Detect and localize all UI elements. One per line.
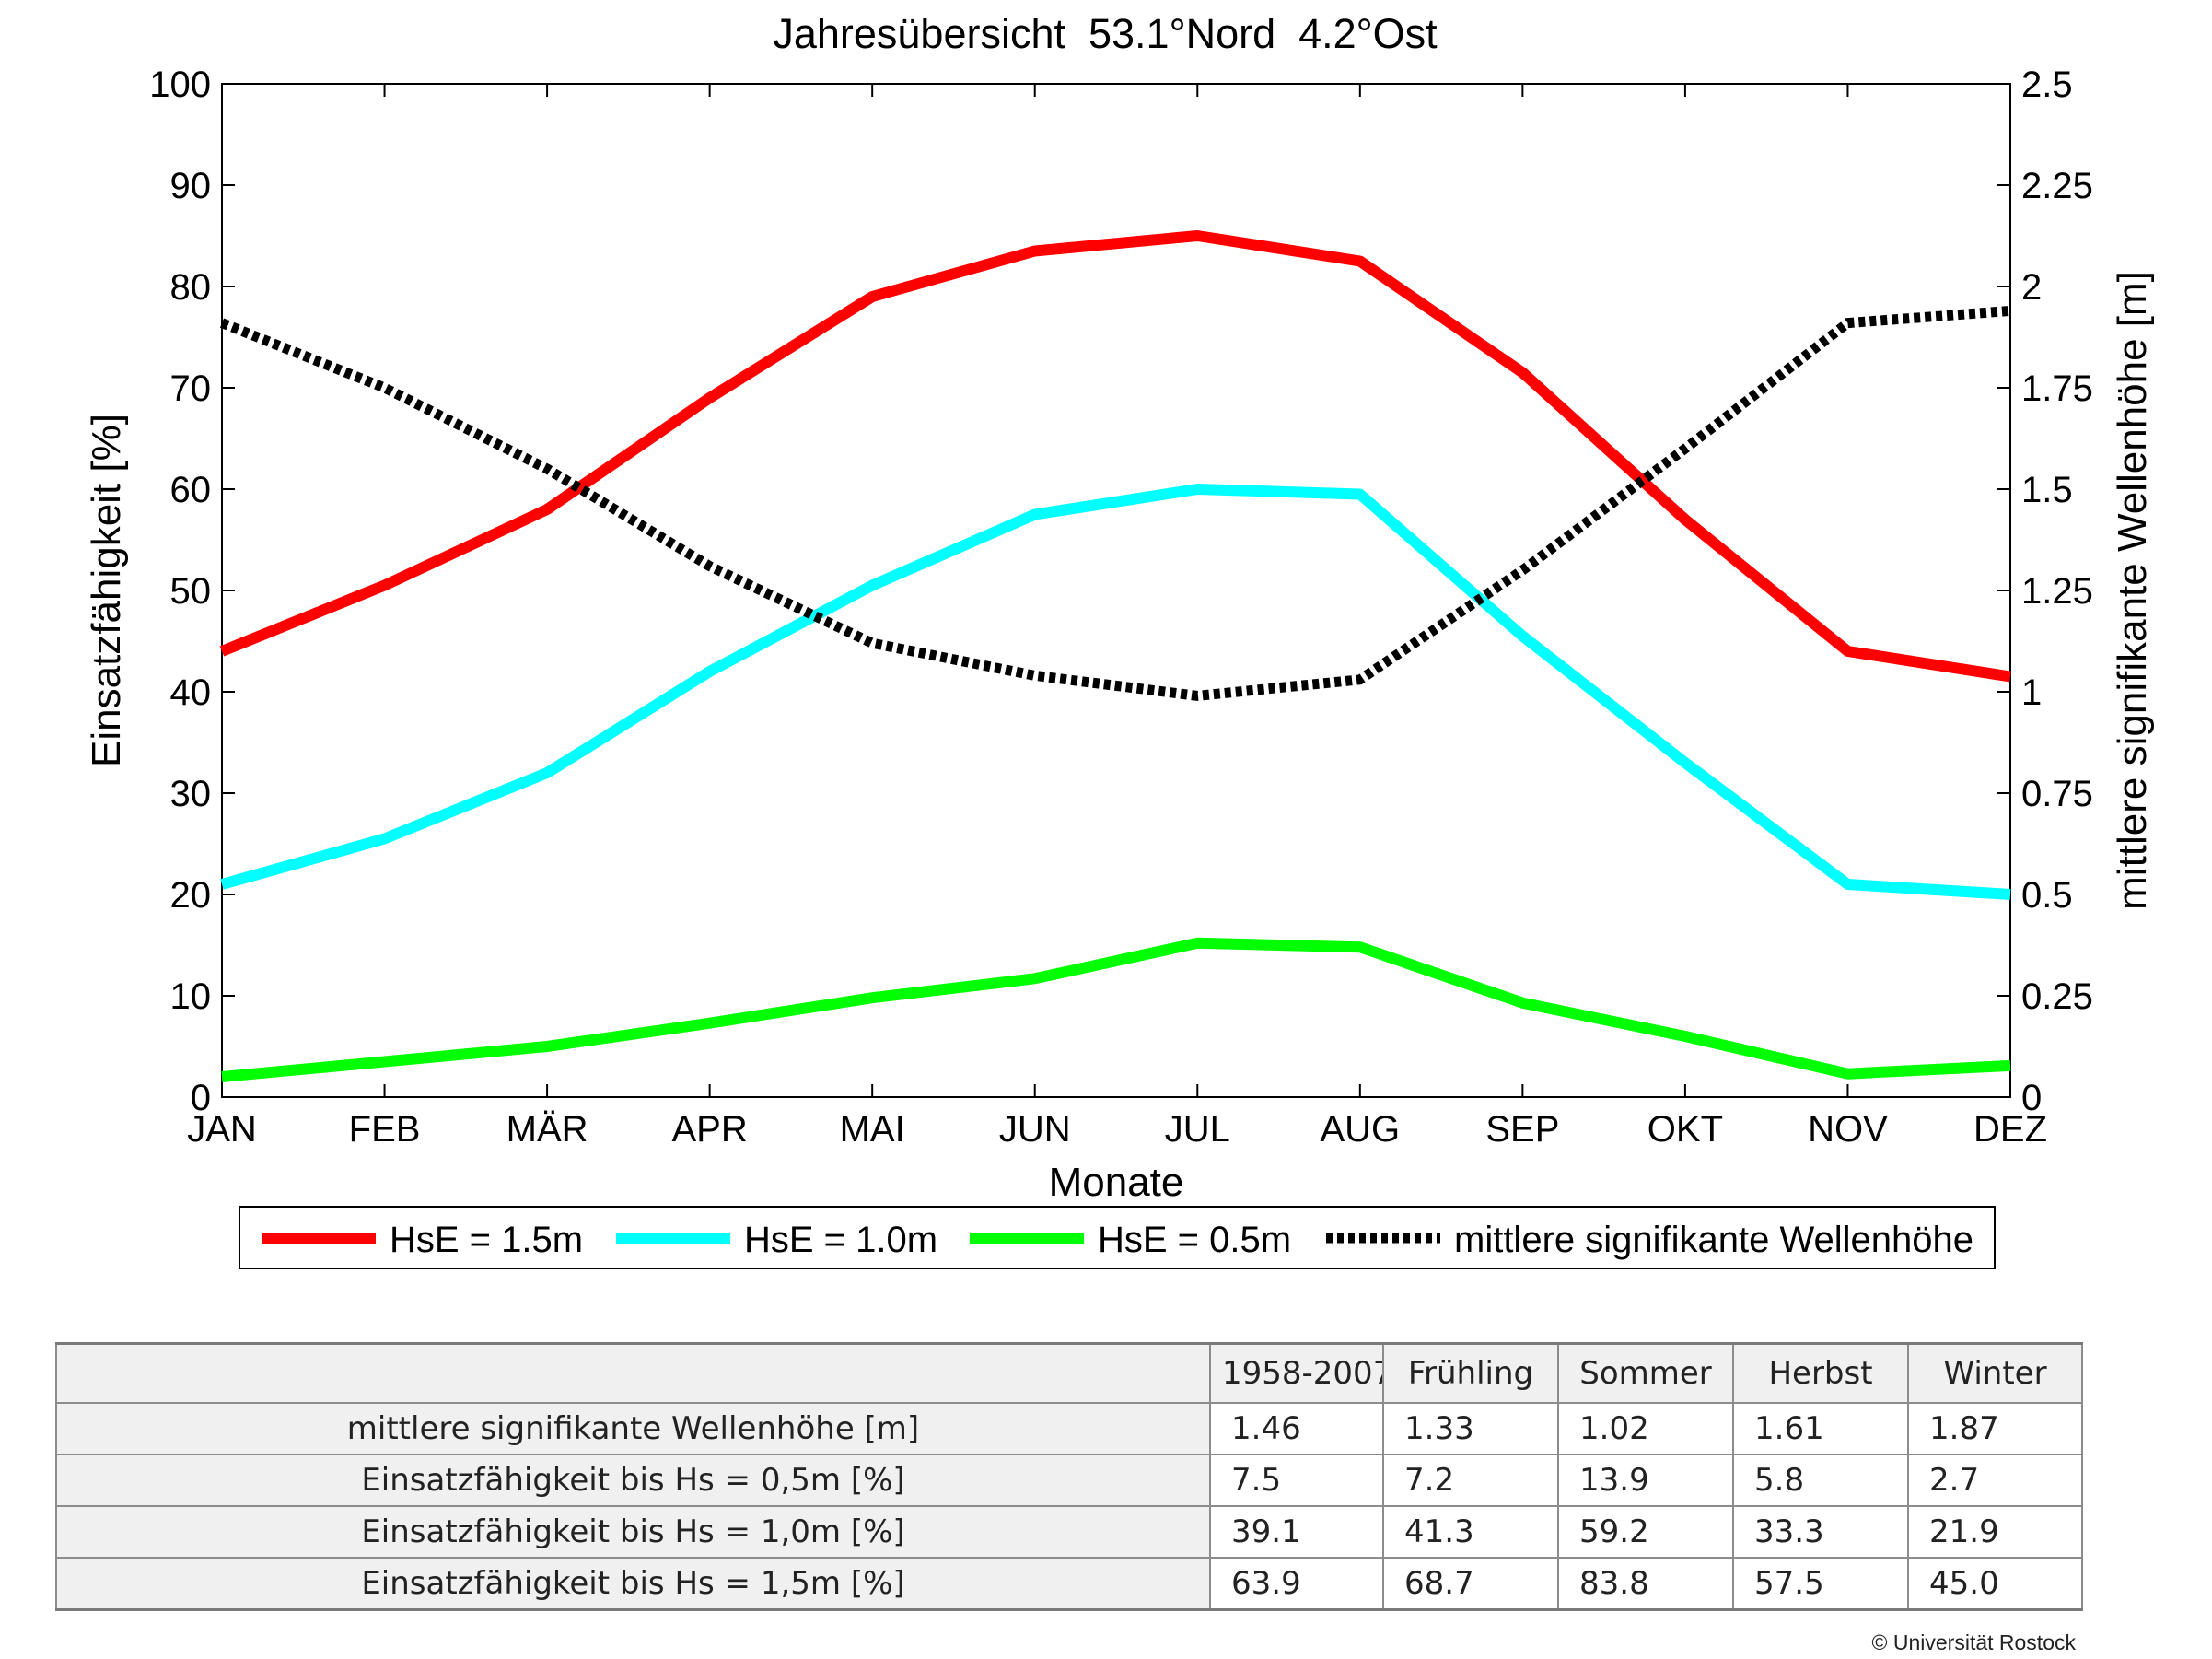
plot-area xyxy=(221,83,2011,1098)
table-row: mittlere signifikante Wellenhöhe [m] 1.4… xyxy=(55,1402,2083,1455)
x-tick-label: NOV xyxy=(1808,1109,1888,1150)
statistics-table-container: 1958-2007 Frühling Sommer Herbst Winter … xyxy=(55,1342,2083,1611)
right-tick-label: 2 xyxy=(2021,267,2042,308)
table-cell: 57.5 xyxy=(1732,1557,1909,1611)
column-header[interactable]: 1958-2007 xyxy=(1209,1342,1384,1404)
x-tick-label: JAN xyxy=(187,1109,257,1150)
legend-label: HsE = 1.5m xyxy=(390,1220,583,1260)
table-cell: 39.1 xyxy=(1209,1505,1384,1559)
table-cell: 1.87 xyxy=(1907,1402,2083,1455)
left-tick-label: 10 xyxy=(170,976,212,1017)
legend-label: mittlere signifikante Wellenhöhe xyxy=(1454,1220,1973,1260)
right-tick-label: 1.25 xyxy=(2021,571,2093,612)
left-tick-label: 40 xyxy=(170,672,212,713)
left-tick-label: 0 xyxy=(191,1078,211,1118)
left-tick-label: 50 xyxy=(170,571,212,612)
right-tick-label: 0.75 xyxy=(2021,774,2093,814)
right-tick-label: 0 xyxy=(2021,1078,2042,1118)
legend-box xyxy=(239,1206,1996,1269)
right-axis-tick-labels: 0 0.25 0.5 0.75 1 1.25 1.5 1.75 2 2.25 2.5 xyxy=(2021,64,2093,1118)
chart-title: Jahresübersicht 53.1°Nord 4.2°Ost xyxy=(773,10,1438,57)
left-tick-label: 60 xyxy=(170,470,212,510)
x-tick-label: MÄR xyxy=(506,1109,588,1150)
statistics-table: 1958-2007 Frühling Sommer Herbst Winter … xyxy=(55,1342,2083,1611)
left-axis-label: Einsatzfähigkeit [%] xyxy=(84,414,129,767)
right-tick-label: 0.5 xyxy=(2021,875,2073,916)
table-cell: 7.2 xyxy=(1382,1454,1559,1507)
x-tick-label: MAI xyxy=(840,1109,905,1150)
left-tick-label: 100 xyxy=(149,64,211,105)
table-cell: 1.33 xyxy=(1382,1402,1559,1455)
table-cell: 33.3 xyxy=(1732,1505,1909,1559)
table-row: Einsatzfähigkeit bis Hs = 0,5m [%] 7.5 7… xyxy=(55,1454,2083,1507)
right-tick-label: 1.5 xyxy=(2021,470,2073,510)
table-cell: 2.7 xyxy=(1907,1454,2083,1507)
chart: Jahresübersicht 53.1°Nord 4.2°Ost 010203… xyxy=(84,10,2155,1269)
table-cell: 83.8 xyxy=(1557,1557,1734,1611)
x-axis-label: Monate xyxy=(1049,1160,1184,1205)
x-tick-label: FEB xyxy=(349,1109,421,1150)
column-header[interactable]: Sommer xyxy=(1557,1342,1734,1404)
series-line xyxy=(220,484,2011,900)
left-tick-label: 70 xyxy=(170,368,212,409)
x-tick-label: JUL xyxy=(1165,1109,1230,1150)
column-header[interactable]: Winter xyxy=(1907,1342,2083,1404)
left-tick-label: 80 xyxy=(170,267,212,308)
table-cell: 13.9 xyxy=(1557,1454,1734,1507)
x-axis-tick-labels: JAN FEB MÄR APR MAI JUN JUL AUG SEP OKT NOV DEZ xyxy=(187,1109,2047,1150)
row-label: mittlere signifikante Wellenhöhe [m] xyxy=(55,1402,1211,1455)
right-tick-label: 1 xyxy=(2021,672,2042,713)
right-tick-label: 0.25 xyxy=(2021,976,2093,1017)
column-header[interactable]: Frühling xyxy=(1382,1342,1559,1404)
table-cell: 1.61 xyxy=(1732,1402,1909,1455)
table-row: Einsatzfähigkeit bis Hs = 1,5m [%] 63.9 … xyxy=(55,1557,2083,1611)
legend: HsE = 1.5m HsE = 1.0m HsE = 0.5m mittlere s… xyxy=(239,1206,1996,1269)
series-line xyxy=(219,230,2011,683)
table-row: Einsatzfähigkeit bis Hs = 1,0m [%] 39.1 … xyxy=(55,1505,2083,1559)
copyright-note: © Universität Rostock xyxy=(1871,1630,2076,1654)
x-tick-label: AUG xyxy=(1320,1109,1400,1150)
table-cell: 1.46 xyxy=(1209,1402,1384,1455)
table-corner-cell xyxy=(55,1342,1211,1404)
column-header[interactable]: Herbst xyxy=(1732,1342,1909,1404)
left-tick-label: 20 xyxy=(170,875,212,916)
table-cell: 68.7 xyxy=(1382,1557,1559,1611)
x-tick-label: OKT xyxy=(1647,1109,1723,1150)
table-cell: 41.3 xyxy=(1382,1505,1559,1559)
row-label: Einsatzfähigkeit bis Hs = 1,0m [%] xyxy=(55,1505,1211,1559)
row-label: Einsatzfähigkeit bis Hs = 0,5m [%] xyxy=(55,1454,1211,1507)
legend-label: HsE = 1.0m xyxy=(744,1220,937,1260)
right-axis-label: mittlere signifikante Wellenhöhe [m] xyxy=(2110,271,2155,910)
series-line xyxy=(219,305,2011,701)
table-cell: 5.8 xyxy=(1732,1454,1909,1507)
left-tick-label: 30 xyxy=(170,774,212,814)
axis-ticks xyxy=(221,83,2011,1098)
series-line xyxy=(221,937,2011,1082)
legend-label: HsE = 0.5m xyxy=(1098,1220,1291,1260)
table-cell: 21.9 xyxy=(1907,1505,2083,1559)
table-cell: 1.02 xyxy=(1557,1402,1734,1455)
right-tick-label: 1.75 xyxy=(2021,368,2093,409)
x-tick-label: DEZ xyxy=(1973,1109,2047,1150)
left-tick-label: 90 xyxy=(170,166,212,206)
series-lines xyxy=(219,230,2011,1082)
right-tick-label: 2.25 xyxy=(2021,166,2093,206)
x-tick-label: JUN xyxy=(999,1109,1071,1150)
x-tick-label: APR xyxy=(672,1109,748,1150)
table-cell: 45.0 xyxy=(1907,1557,2083,1611)
right-tick-label: 2.5 xyxy=(2021,64,2073,105)
table-cell: 7.5 xyxy=(1209,1454,1384,1507)
x-tick-label: SEP xyxy=(1485,1109,1559,1150)
row-label: Einsatzfähigkeit bis Hs = 1,5m [%] xyxy=(55,1557,1211,1611)
table-cell: 63.9 xyxy=(1209,1557,1384,1611)
table-cell: 59.2 xyxy=(1557,1505,1734,1559)
table-header-row: 1958-2007 Frühling Sommer Herbst Winter xyxy=(55,1342,2083,1404)
left-axis-tick-labels: 0 10 20 30 40 50 60 70 80 90 100 xyxy=(149,64,211,1118)
